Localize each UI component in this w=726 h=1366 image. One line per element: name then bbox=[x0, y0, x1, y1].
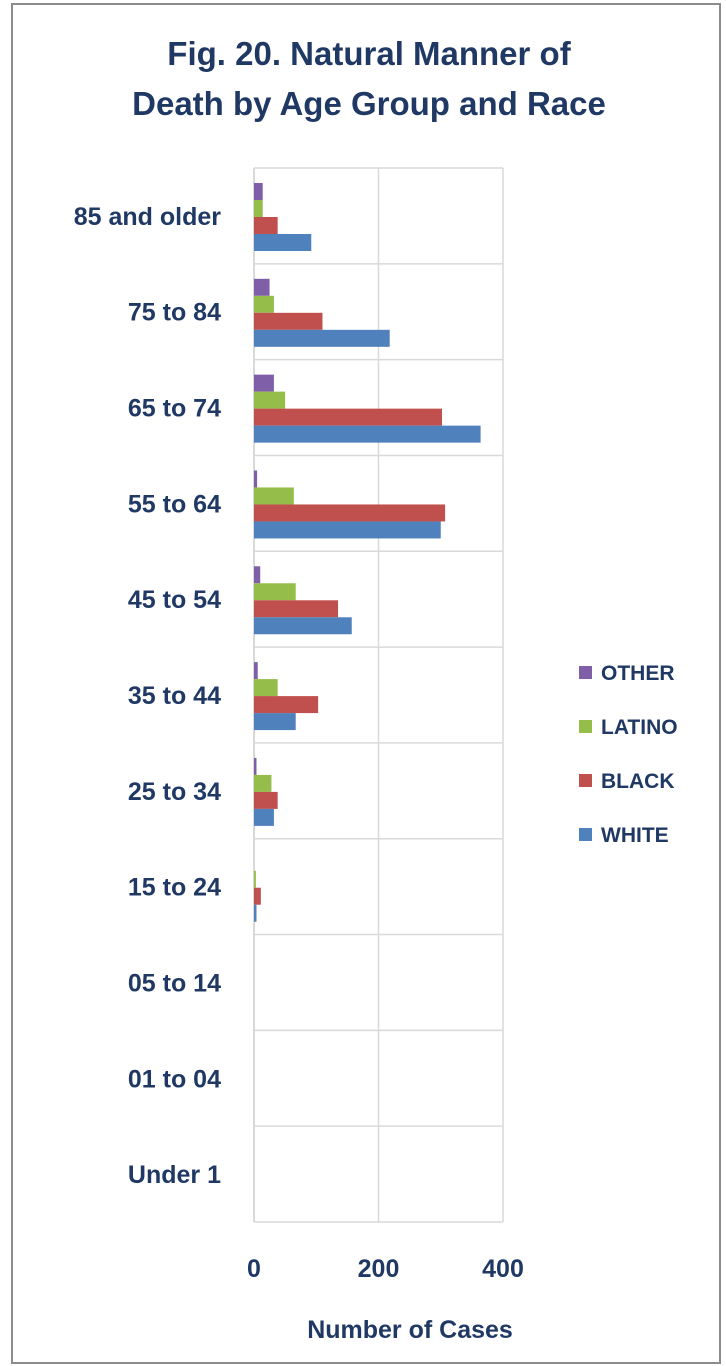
category-label: 01 to 04 bbox=[128, 1065, 221, 1093]
bar-black bbox=[254, 504, 446, 522]
legend-label: OTHER bbox=[601, 662, 675, 685]
bar-black bbox=[254, 791, 278, 809]
bar-white bbox=[254, 713, 296, 731]
category-label: 55 to 64 bbox=[128, 490, 221, 518]
bar-white bbox=[254, 808, 274, 826]
bar-other bbox=[254, 278, 270, 296]
x-tick-label: 400 bbox=[482, 1255, 524, 1283]
x-tick-labels: 0 200 400 bbox=[247, 1255, 524, 1283]
bar-latino bbox=[254, 487, 294, 505]
category-labels: 85 and older 75 to 84 65 to 74 55 to 64 45 t… bbox=[74, 203, 222, 1189]
bar-other bbox=[254, 566, 261, 584]
bars bbox=[254, 183, 481, 922]
category-label: Under 1 bbox=[128, 1161, 221, 1189]
category-label: 45 to 54 bbox=[128, 586, 221, 614]
legend-swatch bbox=[579, 666, 592, 679]
bar-white bbox=[254, 617, 352, 635]
category-label: 75 to 84 bbox=[128, 299, 221, 327]
category-label: 05 to 14 bbox=[128, 969, 221, 997]
bar-black bbox=[254, 600, 339, 618]
legend: OTHER LATINO BLACK WHITE bbox=[579, 662, 678, 847]
bar-other bbox=[254, 374, 274, 392]
x-axis-title: Number of Cases bbox=[307, 1316, 513, 1344]
bar-latino bbox=[254, 774, 272, 792]
bar-white bbox=[254, 425, 481, 443]
bar-latino bbox=[254, 295, 274, 313]
legend-swatch bbox=[579, 828, 592, 841]
chart-title: Fig. 20. Natural Manner of Death by Age G… bbox=[132, 35, 606, 122]
bar-black bbox=[254, 408, 442, 426]
category-label: 65 to 74 bbox=[128, 395, 221, 423]
bar-black bbox=[254, 312, 323, 330]
x-tick-label: 200 bbox=[358, 1255, 400, 1283]
category-label: 35 to 44 bbox=[128, 682, 221, 710]
bar-white bbox=[254, 329, 390, 347]
bar-black bbox=[254, 696, 319, 714]
bar-latino bbox=[254, 391, 286, 409]
legend-label: LATINO bbox=[601, 716, 678, 739]
bar-other bbox=[254, 183, 263, 200]
bar-other bbox=[254, 757, 257, 775]
legend-swatch bbox=[579, 774, 592, 787]
chart-frame: Fig. 20. Natural Manner of Death by Age G… bbox=[11, 3, 721, 1364]
category-label: 15 to 24 bbox=[128, 874, 221, 902]
bar-black bbox=[254, 887, 261, 905]
x-tick-label: 0 bbox=[247, 1255, 261, 1283]
bar-other bbox=[254, 662, 258, 680]
bar-latino bbox=[254, 870, 256, 888]
chart-title-line: Fig. 20. Natural Manner of bbox=[167, 35, 571, 72]
chart: Fig. 20. Natural Manner of Death by Age G… bbox=[74, 35, 678, 1344]
category-label: 25 to 34 bbox=[128, 778, 221, 806]
category-label: 85 and older bbox=[74, 203, 222, 231]
bar-latino bbox=[254, 679, 278, 697]
bar-latino bbox=[254, 200, 263, 217]
bar-latino bbox=[254, 583, 296, 601]
bar-black bbox=[254, 217, 278, 234]
bar-white bbox=[254, 521, 441, 539]
legend-swatch bbox=[579, 720, 592, 733]
bar-other bbox=[254, 470, 258, 488]
legend-label: WHITE bbox=[601, 824, 669, 847]
legend-label: BLACK bbox=[601, 770, 675, 793]
chart-title-line: Death by Age Group and Race bbox=[132, 85, 606, 122]
bar-white bbox=[254, 904, 257, 922]
bar-white bbox=[254, 234, 312, 251]
